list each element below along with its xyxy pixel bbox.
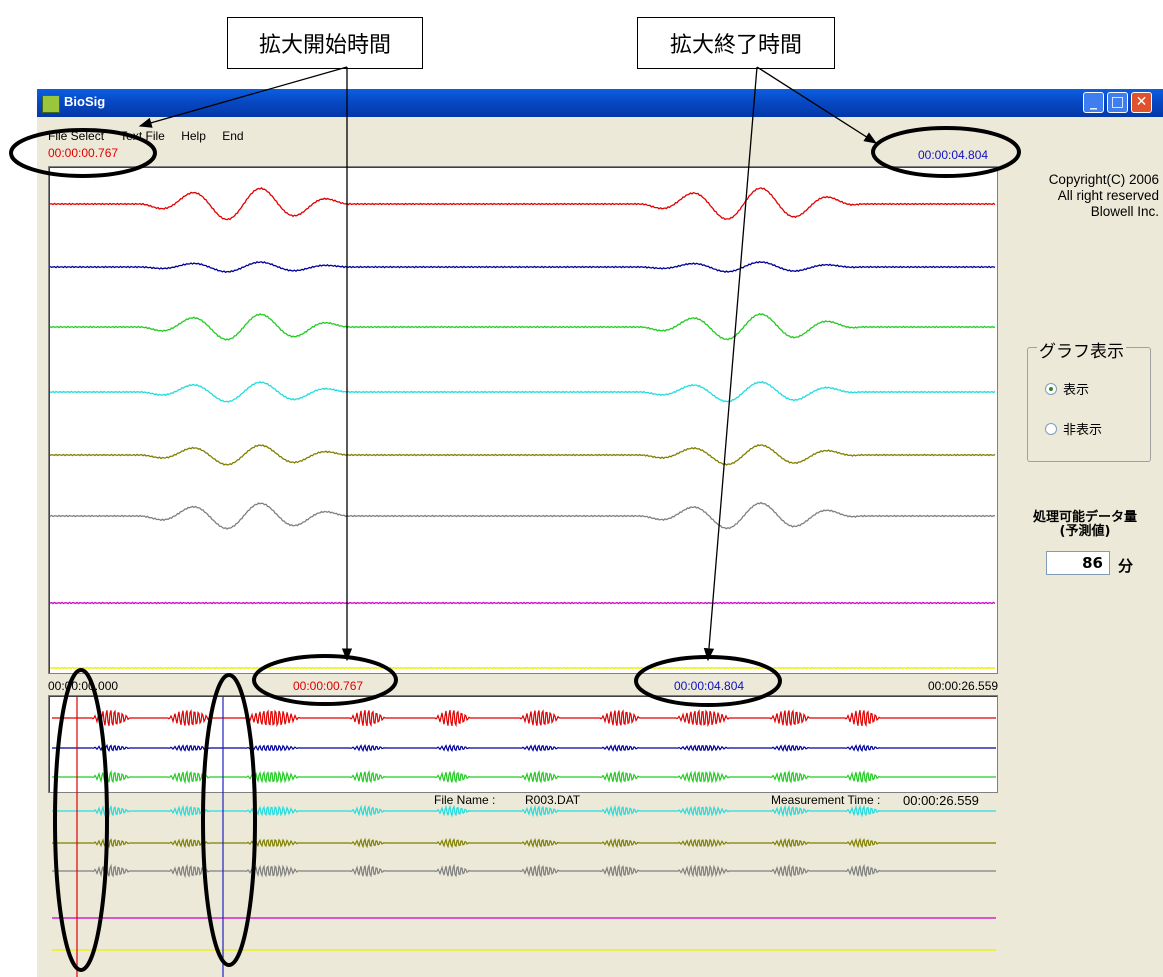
start-time-highlight-ellipse bbox=[9, 128, 157, 178]
close-button[interactable]: ✕ bbox=[1131, 92, 1152, 113]
menu-end[interactable]: End bbox=[222, 129, 244, 143]
overview-start-time: 00:00:00.000 bbox=[48, 679, 119, 693]
zoom-graph-panel[interactable] bbox=[48, 166, 998, 674]
radio-show[interactable]: 表示 bbox=[1045, 379, 1089, 398]
measurement-time-label: Measurement Time : bbox=[771, 793, 881, 807]
graph-display-title: グラフ表示 bbox=[1037, 337, 1126, 362]
zoom-end-time: 00:00:04.804 bbox=[918, 148, 989, 162]
start-marker-highlight-ellipse bbox=[53, 668, 109, 972]
zoom-trace bbox=[49, 260, 996, 274]
start-arrow-to-top-time bbox=[138, 66, 348, 128]
overview-zoom-end-time: 00:00:04.804 bbox=[674, 679, 745, 693]
copyright-line: Blowell Inc. bbox=[1090, 204, 1159, 219]
copyright-line: Copyright(C) 2006 bbox=[1048, 172, 1159, 187]
radio-selected-icon bbox=[1045, 382, 1057, 395]
zoom-start-callout-label: 拡大開始時間 bbox=[258, 33, 391, 58]
overview-trace bbox=[52, 743, 996, 753]
file-name-label: File Name : bbox=[434, 793, 496, 807]
measurement-time-value: 00:00:26.559 bbox=[903, 793, 979, 808]
data-capacity-line1: 処理可能データ量 bbox=[1032, 510, 1137, 525]
overview-end-highlight-ellipse bbox=[634, 655, 782, 707]
zoom-end-callout-label: 拡大終了時間 bbox=[669, 33, 802, 58]
copyright-text: Copyright(C) 2006 All right reserved Blo… bbox=[1009, 172, 1159, 220]
data-capacity-label: 処理可能データ量 (予測値) bbox=[1005, 511, 1163, 539]
graph-display-group: グラフ表示 表示 非表示 bbox=[1027, 337, 1151, 462]
menu-text-file[interactable]: Text File bbox=[120, 129, 165, 143]
file-name-value: R003.DAT bbox=[525, 793, 581, 807]
overview-zoom-start-time: 00:00:00.767 bbox=[293, 679, 364, 693]
end-arrow-to-overview-time bbox=[703, 66, 758, 662]
overview-trace bbox=[52, 769, 996, 785]
data-capacity-line2: (予測値) bbox=[1059, 524, 1111, 539]
title-bar[interactable]: BioSig _ □ ✕ bbox=[37, 89, 1163, 117]
copyright-line: All right reserved bbox=[1057, 188, 1159, 203]
overview-start-highlight-ellipse bbox=[252, 654, 398, 706]
biosig-window: BioSig _ □ ✕ File Select Text File Help … bbox=[37, 89, 1163, 977]
window-title: BioSig bbox=[64, 94, 106, 109]
zoom-trace bbox=[49, 312, 996, 341]
zoom-trace bbox=[49, 501, 996, 530]
zoom-end-callout: 拡大終了時間 bbox=[637, 17, 835, 69]
overview-trace bbox=[52, 709, 996, 728]
overview-end-time: 00:00:26.559 bbox=[928, 679, 999, 693]
zoom-start-time: 00:00:00.767 bbox=[48, 146, 119, 160]
minimize-button[interactable]: _ bbox=[1083, 92, 1104, 113]
end-arrow-to-top-time bbox=[756, 66, 878, 144]
overview-trace bbox=[52, 804, 996, 818]
app-icon bbox=[42, 95, 60, 113]
end-marker-highlight-ellipse bbox=[201, 673, 257, 967]
zoom-trace bbox=[49, 666, 996, 670]
zoom-trace bbox=[49, 380, 996, 403]
menu-help[interactable]: Help bbox=[181, 129, 206, 143]
zoom-start-callout: 拡大開始時間 bbox=[227, 17, 423, 69]
data-capacity-value: 86 bbox=[1046, 551, 1110, 575]
zoom-trace bbox=[49, 443, 996, 466]
overview-trace bbox=[52, 837, 996, 849]
radio-unselected-icon bbox=[1045, 422, 1057, 435]
radio-hide-label: 非表示 bbox=[1063, 423, 1103, 438]
overview-trace bbox=[52, 863, 996, 879]
radio-show-label: 表示 bbox=[1063, 383, 1090, 398]
end-time-highlight-ellipse bbox=[871, 126, 1021, 178]
radio-hide[interactable]: 非表示 bbox=[1045, 419, 1102, 438]
maximize-button[interactable]: □ bbox=[1107, 92, 1128, 113]
data-capacity-unit: 分 bbox=[1118, 557, 1134, 575]
zoom-trace bbox=[49, 187, 996, 221]
zoom-trace bbox=[49, 601, 996, 605]
